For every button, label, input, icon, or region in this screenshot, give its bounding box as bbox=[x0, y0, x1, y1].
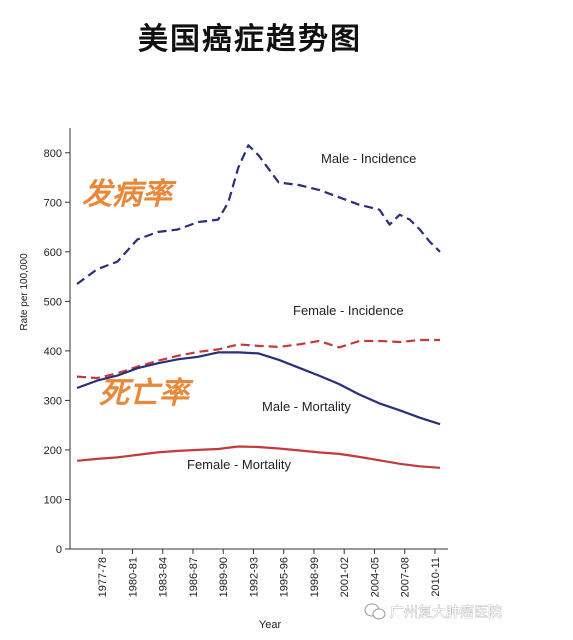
x-tick-label: 1992-93 bbox=[248, 557, 260, 597]
series-line-female-incidence bbox=[76, 338, 440, 380]
y-tick-label: 100 bbox=[44, 494, 62, 506]
y-tick-label: 700 bbox=[44, 197, 62, 209]
series-line-male-incidence bbox=[76, 144, 441, 285]
series-line-female-mortality bbox=[76, 445, 441, 469]
axes bbox=[69, 128, 448, 550]
y-ticks: 0 100 200 300 400 500 600 700 800 bbox=[44, 148, 70, 556]
y-tick-label: 200 bbox=[44, 445, 62, 457]
x-tick-label: 1995-96 bbox=[279, 557, 291, 597]
wechat-icon bbox=[364, 603, 386, 620]
watermark: 广州复大肿瘤医院 bbox=[364, 603, 502, 621]
x-tick-label: 2007-08 bbox=[400, 557, 412, 597]
x-ticks: 1977-78 1980-81 1983-84 1986-87 1989-90 1992-… bbox=[97, 549, 442, 597]
x-tick-label: 1989-90 bbox=[218, 557, 230, 597]
y-tick-label: 400 bbox=[44, 346, 62, 358]
incidence-overlay-label: 发病率 bbox=[82, 177, 177, 212]
series-label-female-mortality: Female - Mortality bbox=[187, 457, 292, 472]
series-line-male-mortality bbox=[76, 351, 441, 426]
y-tick-label: 300 bbox=[44, 395, 62, 407]
y-tick-label: 0 bbox=[56, 544, 62, 556]
series-label-male-mortality: Male - Mortality bbox=[262, 399, 351, 414]
y-axis-label: Rate per 100,000 bbox=[19, 253, 30, 331]
mortality-overlay-label: 死亡率 bbox=[99, 376, 194, 411]
x-tick-label: 1983-84 bbox=[158, 557, 170, 597]
series-label-male-incidence: Male - Incidence bbox=[321, 151, 416, 166]
series-label-female-incidence: Female - Incidence bbox=[293, 303, 404, 318]
x-tick-label: 2004-05 bbox=[369, 557, 381, 597]
x-tick-label: 2001-02 bbox=[339, 557, 351, 597]
watermark-text: 广州复大肿瘤医院 bbox=[390, 604, 502, 621]
y-tick-label: 500 bbox=[44, 296, 62, 308]
x-tick-label: 1986-87 bbox=[188, 557, 200, 597]
x-tick-label: 2010-11 bbox=[430, 557, 442, 597]
x-tick-label: 1980-81 bbox=[127, 557, 139, 597]
y-tick-label: 600 bbox=[44, 247, 62, 259]
x-tick-label: 1977-78 bbox=[97, 557, 109, 597]
y-tick-label: 800 bbox=[44, 148, 62, 160]
chart-title: 美国癌症趋势图 bbox=[138, 22, 362, 57]
x-axis-label: Year bbox=[259, 619, 282, 631]
series-group bbox=[76, 144, 441, 469]
x-tick-label: 1998-99 bbox=[309, 557, 321, 597]
